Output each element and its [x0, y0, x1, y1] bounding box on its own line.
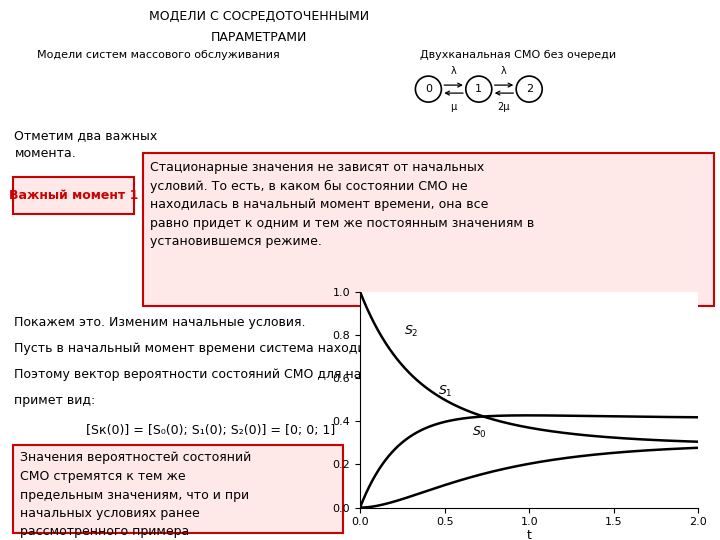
Text: 2μ: 2μ [498, 102, 510, 112]
Text: $S_1$: $S_1$ [438, 384, 452, 400]
Text: $S_2$: $S_2$ [404, 324, 418, 339]
Text: μ: μ [451, 102, 456, 112]
Text: Пусть в начальный момент времени система находилась  в состоянии А₂.: Пусть в начальный момент времени система… [14, 342, 505, 355]
Text: Отметим два важных
момента.: Отметим два важных момента. [14, 130, 158, 160]
Text: примет вид:: примет вид: [14, 394, 96, 407]
Text: Поэтому вектор вероятности состояний СМО для начального момента времени: Поэтому вектор вероятности состояний СМО… [14, 368, 545, 381]
Text: λ: λ [501, 66, 507, 76]
Text: Двухканальная СМО без очереди: Двухканальная СМО без очереди [420, 50, 616, 60]
Text: 0: 0 [425, 84, 432, 94]
Text: Значения вероятностей состояний
СМО стремятся к тем же
предельным значениям, что: Значения вероятностей состояний СМО стре… [20, 451, 252, 538]
Text: λ: λ [451, 66, 456, 76]
Text: $S_0$: $S_0$ [472, 426, 487, 441]
Text: ПАРАМЕТРАМИ: ПАРАМЕТРАМИ [211, 31, 307, 44]
FancyBboxPatch shape [14, 444, 343, 533]
FancyBboxPatch shape [14, 177, 134, 214]
Text: 1: 1 [475, 84, 482, 94]
Text: МОДЕЛИ С СОСРЕДОТОЧЕННЫМИ: МОДЕЛИ С СОСРЕДОТОЧЕННЫМИ [149, 10, 369, 23]
Text: Стационарные значения не зависят от начальных
условий. То есть, в каком бы состо: Стационарные значения не зависят от нача… [150, 161, 534, 248]
X-axis label: t: t [527, 529, 531, 540]
FancyBboxPatch shape [143, 153, 714, 306]
Text: Покажем это. Изменим начальные условия.: Покажем это. Изменим начальные условия. [14, 316, 306, 329]
Text: Важный момент 1: Важный момент 1 [9, 189, 138, 202]
Text: [Sк(0)] = [S₀(0); S₁(0); S₂(0)] = [0; 0; 1]            (1.27): [Sк(0)] = [S₀(0); S₁(0); S₂(0)] = [0; 0;… [86, 424, 421, 437]
Text: 2: 2 [526, 84, 533, 94]
Text: Модели систем массового обслуживания: Модели систем массового обслуживания [37, 50, 280, 60]
